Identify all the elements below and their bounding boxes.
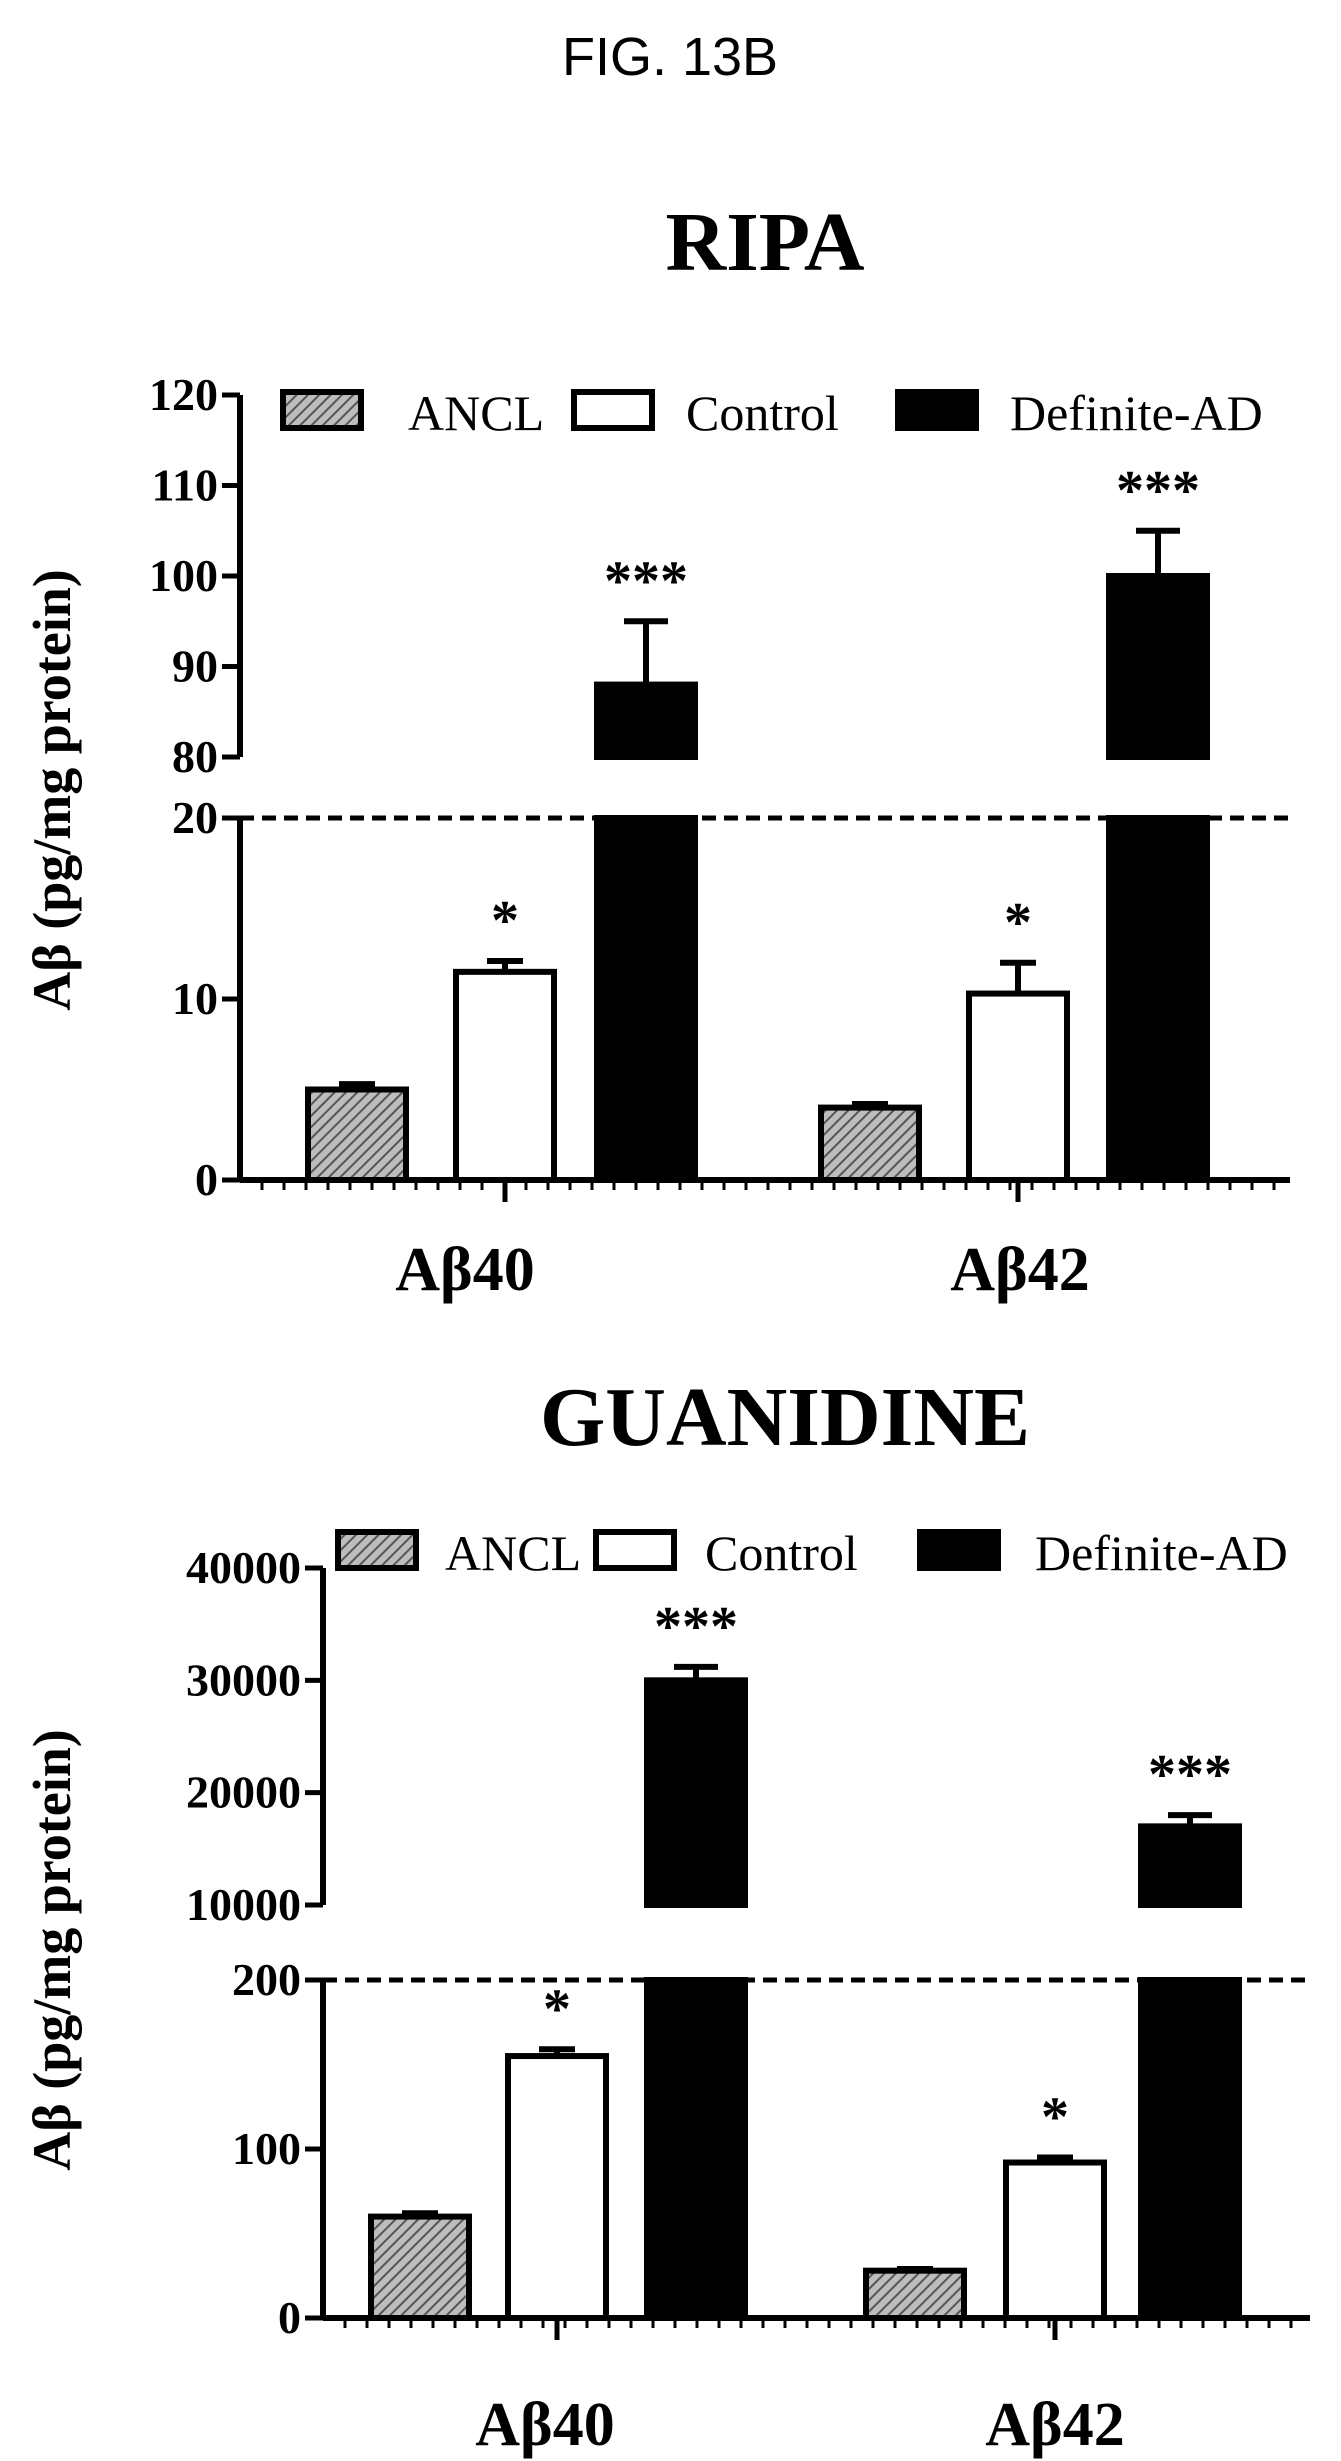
bar-ancl — [863, 2267, 967, 2321]
bar-control — [1003, 2159, 1107, 2322]
y-tick-label: 100 — [149, 550, 218, 601]
legend: ANCL Control Definite-AD — [335, 1525, 1288, 1581]
legend-label: Control — [686, 385, 839, 441]
significance-label: * — [491, 890, 519, 952]
bar-control — [966, 990, 1070, 1183]
significance-label: * — [543, 1978, 571, 2040]
bar-definite-ad — [644, 1977, 748, 2321]
legend-swatch-ancl — [335, 1529, 419, 1571]
figure-title: FIG. 13B — [562, 27, 778, 87]
legend-label: ANCL — [445, 1525, 581, 1581]
category-label: Aβ42 — [985, 2391, 1124, 2459]
significance-label: * — [1041, 2086, 1069, 2148]
y-tick-label: 90 — [172, 641, 218, 692]
significance-label: *** — [654, 1596, 738, 1658]
y-tick-label: 200 — [232, 1954, 301, 2005]
legend-swatch-control — [593, 1529, 677, 1571]
y-tick-label: 20 — [172, 792, 218, 843]
bar-control — [505, 2053, 609, 2322]
y-tick-label: 120 — [149, 369, 218, 420]
bar-ancl — [368, 2213, 472, 2322]
y-tick-label: 20000 — [186, 1767, 301, 1818]
y-tick-label: 10 — [172, 973, 218, 1024]
category-label: Aβ40 — [475, 2391, 614, 2459]
significance-label: *** — [1116, 460, 1200, 522]
y-tick-label: 80 — [172, 731, 218, 782]
bar-definite-ad-upper — [594, 681, 698, 760]
bar-definite-ad — [1138, 1977, 1242, 2321]
category-label: Aβ40 — [395, 1236, 534, 1304]
bar-definite-ad-upper — [1138, 1823, 1242, 1909]
significance-label: *** — [604, 550, 688, 612]
bar-definite-ad-upper — [644, 1677, 748, 1909]
bar-ancl — [818, 1104, 922, 1183]
bar-ancl — [305, 1086, 409, 1183]
significance-label: *** — [1148, 1744, 1232, 1806]
bar-control — [453, 968, 557, 1183]
significance-label: * — [1004, 892, 1032, 954]
y-axis-label: Aβ (pg/mg protein) — [22, 569, 82, 1010]
y-tick-label: 10000 — [186, 1879, 301, 1930]
y-tick-label: 0 — [195, 1154, 218, 1205]
legend: ANCL Control Definite-AD — [280, 385, 1263, 441]
chart-guanidine: GUANIDINE Aβ (pg/mg protein) Aβ40 Aβ42 A… — [22, 1371, 1310, 2459]
chart-title: RIPA — [665, 196, 864, 289]
y-tick-label: 100 — [232, 2123, 301, 2174]
y-tick-label: 40000 — [186, 1542, 301, 1593]
legend-label: Control — [705, 1525, 858, 1581]
legend-label: Definite-AD — [1035, 1525, 1288, 1581]
legend-label: ANCL — [408, 385, 544, 441]
y-tick-label: 110 — [152, 460, 218, 511]
chart-ripa: RIPA Aβ (pg/mg protein) Aβ40 Aβ42 ANCL C… — [22, 196, 1290, 1304]
category-label: Aβ42 — [950, 1236, 1089, 1304]
legend-swatch-definite-ad — [917, 1529, 1001, 1571]
bar-definite-ad — [594, 815, 698, 1183]
legend-swatch-ancl — [280, 389, 364, 431]
legend-swatch-definite-ad — [895, 389, 979, 431]
y-axis-label: Aβ (pg/mg protein) — [22, 1729, 82, 2170]
chart-title: GUANIDINE — [540, 1371, 1030, 1464]
bar-definite-ad-upper — [1106, 573, 1210, 760]
y-tick-label: 30000 — [186, 1654, 301, 1705]
bar-definite-ad — [1106, 815, 1210, 1183]
legend-swatch-control — [571, 389, 655, 431]
y-tick-label: 0 — [278, 2292, 301, 2343]
legend-label: Definite-AD — [1010, 385, 1263, 441]
